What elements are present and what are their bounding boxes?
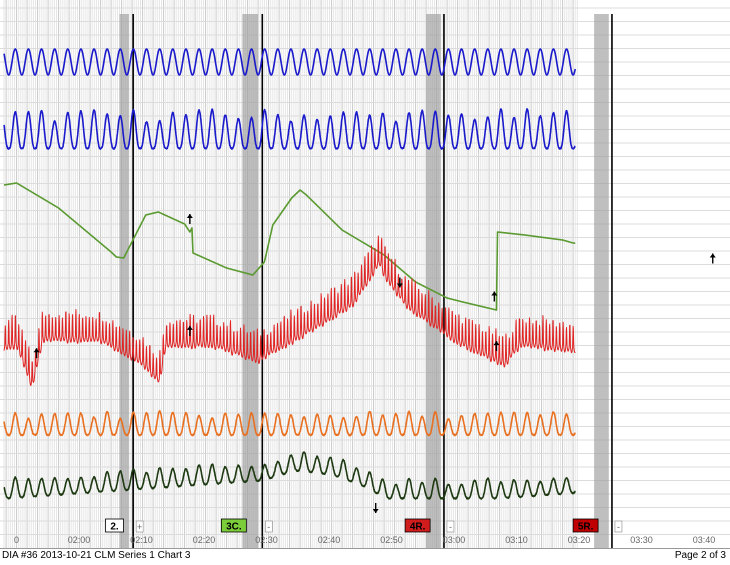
event-arrows [33, 214, 716, 513]
time-tick-label: 03:20 [568, 535, 591, 545]
answer-mark-box [446, 520, 455, 533]
question-label: 4R. - [404, 518, 455, 533]
chart-footer: DIA #36 2013-10-21 CLM Series 1 Chart 3 … [0, 548, 730, 565]
question-label-box [220, 518, 247, 533]
time-tick-label: 03:40 [693, 535, 716, 545]
arrow-head [186, 325, 193, 330]
arrow-head [186, 214, 193, 218]
up-arrow-icon [709, 253, 716, 264]
arrow-head [33, 348, 40, 353]
page-indicator: Page 2 of 3 [674, 550, 726, 561]
down-arrow-icon [372, 503, 379, 513]
time-tick-label: 02:40 [318, 535, 341, 545]
down-arrow-icon [396, 277, 403, 288]
chart-info: DIA #36 2013-10-21 CLM Series 1 Chart 3 [2, 550, 191, 561]
arrow-head [491, 291, 498, 296]
answer-mark: + [137, 522, 142, 532]
question-label-text: 4R. [410, 522, 426, 533]
question-band [426, 14, 441, 548]
question-label-box [105, 518, 124, 533]
question-label-box [572, 518, 599, 533]
answer-mark-box [135, 520, 144, 533]
time-tick-label: 02:10 [130, 535, 153, 545]
up-arrow-icon [493, 341, 500, 352]
channel-traces [3, 48, 576, 500]
answer-mark: - [617, 522, 620, 532]
up-arrow-icon [491, 291, 498, 302]
answer-mark: - [267, 522, 270, 532]
up-arrow-icon [186, 214, 193, 224]
question-label-box [404, 518, 431, 533]
question-label-text: 2. [110, 522, 119, 533]
time-tick-label: 02:00 [68, 535, 91, 545]
question-band [594, 14, 609, 548]
answer-mark-box [264, 520, 273, 533]
trace-pneumo_lower [3, 108, 576, 150]
up-arrow-icon [33, 348, 40, 359]
answer-mark: - [449, 522, 452, 532]
trace-motion [3, 410, 576, 437]
arrow-head [709, 253, 716, 258]
time-tick-label: 02:30 [255, 535, 278, 545]
arrow-head [372, 509, 379, 513]
trace-eda [3, 182, 576, 311]
time-tick-label: 03:10 [505, 535, 528, 545]
time-tick-label: 02:20 [193, 535, 216, 545]
arrow-head [396, 283, 403, 288]
question-label: 3C. - [220, 518, 273, 533]
trace-pneumo_upper [3, 48, 576, 76]
time-axis: 0 02:00 02:10 02:20 02:30 02:40 02:50 03:00 03:1… [14, 535, 715, 545]
question-label: 2. + [105, 518, 144, 533]
question-label-text: 3C. [226, 522, 242, 533]
question-band [119, 14, 129, 548]
question-label: 5R. - [572, 518, 623, 533]
time-tick-label: 03:00 [443, 535, 466, 545]
up-arrow-icon [186, 325, 193, 336]
question-labels: 2. +3C. - 4R. - 5R. - [105, 518, 623, 533]
answer-mark-box [614, 520, 623, 533]
time-tick-label: 03:30 [630, 535, 653, 545]
arrow-head [493, 341, 500, 346]
time-tick-label: 02:50 [380, 535, 403, 545]
time-tick-label: 0 [14, 535, 19, 545]
trace-ppg [3, 451, 576, 500]
question-label-text: 5R. [578, 522, 594, 533]
trace-cardio [3, 235, 576, 386]
